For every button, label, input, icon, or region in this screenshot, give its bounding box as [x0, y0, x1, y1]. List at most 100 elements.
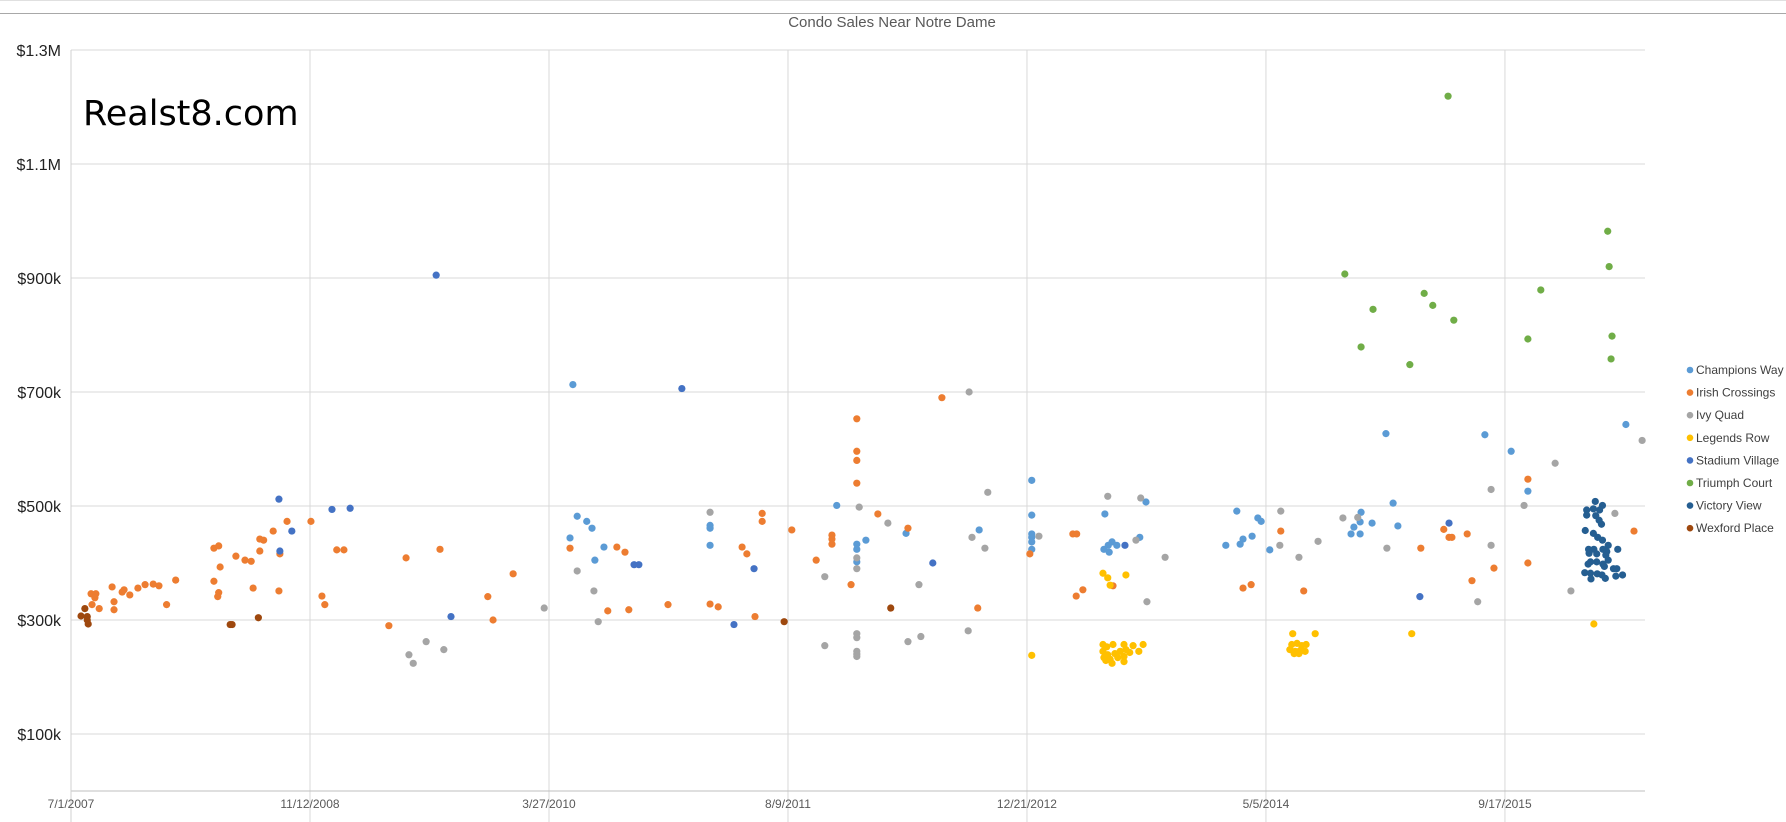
- data-point[interactable]: [1109, 640, 1117, 649]
- data-point[interactable]: [77, 612, 85, 620]
- data-point[interactable]: [1356, 530, 1364, 538]
- data-point[interactable]: [1106, 581, 1114, 589]
- data-point[interactable]: [241, 556, 249, 564]
- data-point[interactable]: [938, 394, 946, 402]
- data-point[interactable]: [1300, 587, 1308, 595]
- data-point[interactable]: [91, 594, 99, 602]
- data-point[interactable]: [573, 567, 581, 575]
- data-point[interactable]: [1079, 586, 1087, 594]
- data-point[interactable]: [981, 544, 989, 552]
- data-point[interactable]: [855, 503, 863, 511]
- data-point[interactable]: [1236, 540, 1244, 548]
- data-point[interactable]: [149, 580, 157, 588]
- data-point[interactable]: [853, 415, 861, 423]
- data-point[interactable]: [974, 604, 982, 612]
- data-point[interactable]: [594, 618, 602, 626]
- data-point[interactable]: [1450, 316, 1458, 324]
- data-point[interactable]: [853, 652, 861, 661]
- data-point[interactable]: [751, 612, 759, 621]
- data-point[interactable]: [975, 526, 983, 534]
- data-point[interactable]: [1277, 527, 1285, 535]
- data-point[interactable]: [409, 659, 417, 667]
- data-point[interactable]: [247, 557, 255, 565]
- data-point[interactable]: [95, 605, 103, 613]
- data-point[interactable]: [1611, 509, 1619, 518]
- data-point[interactable]: [447, 612, 455, 621]
- data-point[interactable]: [1448, 533, 1456, 541]
- legend-item[interactable]: Champions Way: [1686, 363, 1784, 377]
- data-point[interactable]: [1295, 650, 1303, 658]
- data-point[interactable]: [613, 543, 621, 551]
- data-point[interactable]: [862, 536, 870, 544]
- data-point[interactable]: [1586, 569, 1595, 577]
- data-point[interactable]: [853, 540, 861, 548]
- data-point[interactable]: [1593, 550, 1601, 558]
- data-point[interactable]: [965, 388, 973, 396]
- data-point[interactable]: [484, 593, 492, 601]
- data-point[interactable]: [1622, 420, 1630, 429]
- data-point[interactable]: [1593, 558, 1601, 566]
- data-point[interactable]: [254, 614, 262, 622]
- data-point[interactable]: [321, 601, 329, 609]
- data-point[interactable]: [1605, 263, 1613, 271]
- data-point[interactable]: [1604, 556, 1612, 564]
- data-point[interactable]: [1354, 513, 1362, 522]
- data-point[interactable]: [1357, 343, 1365, 351]
- data-point[interactable]: [1276, 541, 1284, 549]
- data-point[interactable]: [1248, 532, 1256, 540]
- data-point[interactable]: [162, 601, 171, 609]
- data-point[interactable]: [509, 570, 517, 578]
- data-point[interactable]: [318, 592, 326, 600]
- data-point[interactable]: [1383, 544, 1391, 552]
- data-point[interactable]: [215, 542, 223, 550]
- data-point[interactable]: [307, 517, 315, 525]
- data-point[interactable]: [210, 577, 218, 585]
- data-point[interactable]: [788, 526, 796, 534]
- data-point[interactable]: [1630, 527, 1638, 535]
- data-point[interactable]: [1394, 522, 1402, 530]
- data-point[interactable]: [1389, 499, 1397, 507]
- data-point[interactable]: [853, 545, 861, 553]
- legend-item[interactable]: Stadium Village: [1686, 453, 1780, 467]
- data-point[interactable]: [569, 380, 577, 389]
- data-point[interactable]: [1142, 498, 1150, 506]
- legend-item[interactable]: Wexford Place: [1686, 521, 1774, 535]
- data-point[interactable]: [853, 456, 861, 464]
- data-point[interactable]: [1314, 537, 1322, 545]
- legend-item[interactable]: Ivy Quad: [1686, 408, 1744, 422]
- data-point[interactable]: [621, 548, 629, 556]
- data-point[interactable]: [678, 384, 686, 393]
- data-point[interactable]: [1104, 492, 1112, 500]
- data-point[interactable]: [1357, 508, 1365, 516]
- data-point[interactable]: [436, 545, 444, 553]
- data-point[interactable]: [385, 622, 393, 630]
- data-point[interactable]: [1102, 656, 1110, 665]
- data-point[interactable]: [232, 552, 240, 560]
- data-point[interactable]: [1257, 517, 1265, 525]
- legend-item[interactable]: Legends Row: [1686, 431, 1770, 445]
- data-point[interactable]: [1524, 335, 1532, 343]
- data-point[interactable]: [964, 627, 972, 635]
- data-point[interactable]: [1587, 575, 1595, 583]
- data-point[interactable]: [1444, 92, 1452, 100]
- data-point[interactable]: [1368, 519, 1376, 527]
- data-point[interactable]: [126, 591, 134, 599]
- data-point[interactable]: [333, 546, 341, 554]
- data-point[interactable]: [1583, 506, 1591, 514]
- data-point[interactable]: [1028, 476, 1036, 484]
- data-point[interactable]: [1311, 630, 1319, 638]
- data-point[interactable]: [1468, 577, 1476, 585]
- data-point[interactable]: [1072, 592, 1080, 600]
- data-point[interactable]: [904, 638, 912, 646]
- data-point[interactable]: [566, 534, 574, 542]
- data-point[interactable]: [1638, 436, 1646, 445]
- data-point[interactable]: [110, 598, 118, 606]
- data-point[interactable]: [884, 519, 892, 527]
- data-point[interactable]: [1120, 658, 1128, 666]
- data-point[interactable]: [540, 604, 548, 612]
- legend-item[interactable]: Triumph Court: [1686, 476, 1773, 490]
- data-point[interactable]: [283, 517, 291, 525]
- data-point[interactable]: [821, 573, 829, 581]
- data-point[interactable]: [1507, 447, 1515, 455]
- data-point[interactable]: [216, 563, 224, 571]
